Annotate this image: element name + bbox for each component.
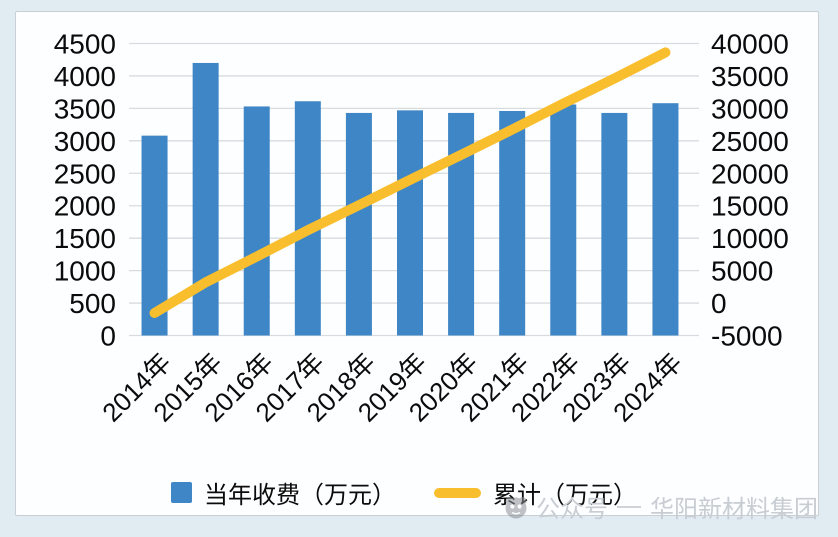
bar-2019 (397, 110, 423, 336)
bar-series-label: 当年收费（万元） (204, 482, 396, 509)
watermark: 公众号 华阳新材料集团 (503, 489, 818, 524)
left-axis-tick-label: 3500 (54, 93, 116, 124)
line-series-swatch-icon (434, 487, 481, 498)
left-axis-tick-label: 2500 (54, 158, 116, 189)
right-axis-tick-label: 40000 (711, 29, 789, 60)
bar-series-swatch-icon (171, 482, 192, 503)
bar-2016 (243, 106, 270, 336)
left-axis-tick-label: 4500 (54, 29, 116, 60)
right-axis-tick-label: 35000 (711, 61, 789, 92)
watermark-divider (617, 505, 641, 508)
right-axis-tick-label: 30000 (711, 93, 789, 124)
left-axis-tick-label: 1000 (54, 256, 116, 287)
right-axis-tick-label: 20000 (711, 158, 789, 189)
bar-2022 (550, 104, 577, 336)
bar-2023 (601, 112, 628, 336)
bar-2018 (345, 112, 372, 336)
right-axis-tick-label: 5000 (711, 256, 773, 287)
bar-2021 (499, 110, 526, 336)
cumulative-line (149, 47, 671, 319)
left-axis-tick-label: 1500 (54, 223, 116, 254)
right-axis-tick-label: 25000 (711, 126, 789, 157)
bar-2015 (192, 62, 219, 336)
chart-legend: 当年收费（万元） 累计（万元） (16, 475, 792, 510)
watermark-source: 公众号 (536, 496, 608, 523)
left-axis-tick-label: 4000 (54, 61, 116, 92)
left-axis-tick-label: 500 (69, 288, 116, 319)
left-axis-tick-label: 3000 (54, 126, 116, 157)
left-axis-tick-label: 2000 (54, 191, 116, 222)
chart-card: 4500 40000 4000 35000 3500 30000 3000 25000 2500… (15, 11, 819, 516)
right-axis-tick-label: 0 (711, 288, 727, 319)
bar-2017 (294, 101, 321, 336)
right-axis-tick-label: 15000 (711, 191, 789, 222)
left-axis-tick-label: 0 (100, 321, 116, 352)
watermark-name: 华阳新材料集团 (650, 496, 818, 523)
right-axis-tick-label: 10000 (711, 223, 789, 254)
wechat-logo-icon (505, 496, 527, 518)
bar-2024 (652, 103, 679, 336)
legend-item-bar-series: 当年收费（万元） (171, 475, 396, 510)
right-axis-tick-label: -5000 (711, 321, 783, 352)
